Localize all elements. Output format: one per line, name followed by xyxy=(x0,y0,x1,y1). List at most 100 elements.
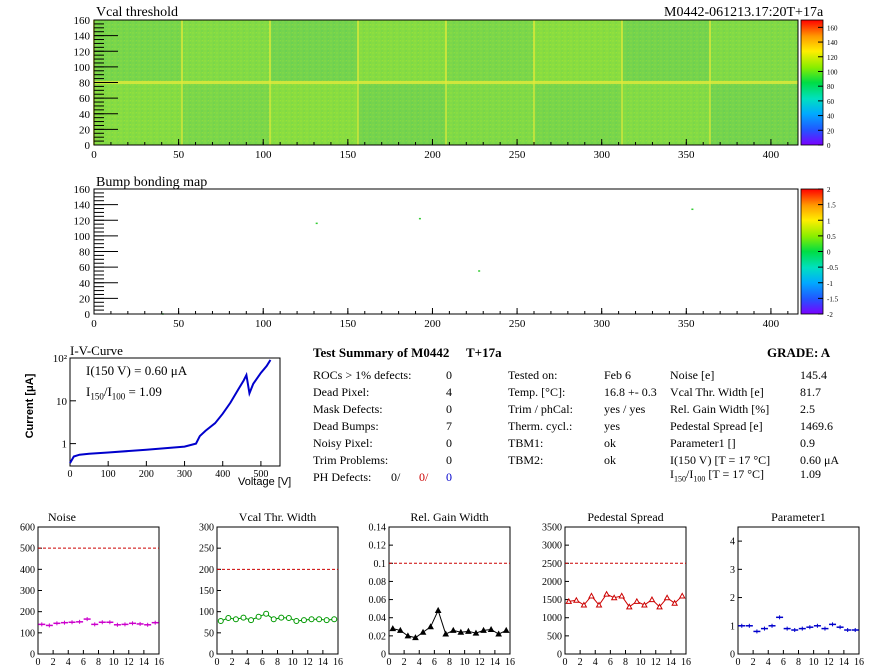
data-point xyxy=(255,613,262,620)
x-tick-label: 6 xyxy=(781,657,786,668)
chart-title: Pedestal Spread xyxy=(587,510,663,524)
y-tick-label: 0.02 xyxy=(369,631,387,642)
palette-tick-label: 0 xyxy=(827,142,831,150)
summary-right-label: Rel. Gain Width [%] xyxy=(670,402,770,416)
x-tick-label: 2 xyxy=(51,657,56,668)
x-tick-label: 6 xyxy=(81,657,86,668)
chart-frame xyxy=(564,526,687,655)
iv-svg: 0 100 200 300 400 500 1 10 10² xyxy=(53,353,281,480)
roc-cell xyxy=(534,20,622,83)
summary-left-label: Dead Bumps: xyxy=(313,419,379,433)
summary-left-value: 0 xyxy=(446,436,452,450)
iv-xlabel: Voltage [V] xyxy=(238,476,292,488)
data-point xyxy=(412,634,419,641)
summary-right-label: Parameter1 [] xyxy=(670,436,736,450)
data-point xyxy=(487,625,495,633)
y-tick-label: 150 xyxy=(199,586,214,597)
roc-cell xyxy=(358,82,446,145)
summary-mid-value: yes xyxy=(604,419,620,433)
summary-left-value: 0 xyxy=(446,402,452,416)
chart-frame xyxy=(737,526,860,655)
y-tick-label: 0 xyxy=(557,650,562,661)
y-tick-label: 0.1 xyxy=(374,559,387,570)
x-tick-label: 14 xyxy=(666,657,676,668)
y-tick-label: 40 xyxy=(79,278,91,290)
x-tick-label: 8 xyxy=(447,657,452,668)
x-tick-label: 300 xyxy=(593,149,610,161)
x-tick-label: 0 xyxy=(91,318,97,330)
y-tick-label: 0 xyxy=(30,650,35,661)
y-tick-label: 2000 xyxy=(542,577,562,588)
y-tick-label: 60 xyxy=(79,262,91,274)
y-tick-label: 600 xyxy=(20,523,35,534)
data-point xyxy=(240,614,247,621)
roc-cell xyxy=(446,82,534,145)
y-tick-label: 140 xyxy=(74,200,91,212)
palette-tick-label: 100 xyxy=(827,68,838,76)
y-tick-label: 0 xyxy=(209,650,214,661)
y-tick-label: 200 xyxy=(20,607,35,618)
x-tick-label: 12 xyxy=(651,657,661,668)
x-tick-label: 0 xyxy=(563,657,568,668)
roc-cell xyxy=(710,82,798,145)
chart-title: Vcal Thr. Width xyxy=(239,510,316,524)
summary-right-value: 1469.6 xyxy=(800,419,833,433)
x-tick-label: 12 xyxy=(475,657,485,668)
iv-annot-2-mid: /I xyxy=(103,384,112,399)
iv-annot-2: I150/I100 = 1.09 xyxy=(86,384,162,402)
data-point xyxy=(389,625,397,632)
palette-tick-label: 20 xyxy=(827,127,835,135)
x-tick-label: 14 xyxy=(490,657,500,668)
summary-mid-value: Feb 6 xyxy=(604,368,631,382)
data-point xyxy=(495,630,503,637)
data-point xyxy=(442,630,450,637)
data-point xyxy=(610,594,618,601)
y-tick-label: 50 xyxy=(204,628,214,639)
y-tick-label: 0 xyxy=(381,650,386,661)
summary-left-value: 4 xyxy=(446,385,452,399)
vcal-palette: 0 20 40 60 80 100 120 140 160 xyxy=(800,19,838,150)
summary-right-label: Pedestal Spread [e] xyxy=(670,419,763,433)
y-tick-label: 80 xyxy=(79,247,91,259)
data-point xyxy=(472,629,480,636)
data-point xyxy=(263,610,270,617)
x-tick-label: 16 xyxy=(505,657,515,668)
y-tick-label: 20 xyxy=(79,124,91,136)
x-tick-label: 14 xyxy=(318,657,328,668)
x-tick-label: 50 xyxy=(173,149,185,161)
roc-cell xyxy=(270,20,358,83)
x-tick-label: 0 xyxy=(387,657,392,668)
y-tick-label: 1000 xyxy=(542,613,562,624)
summary-left-label: ROCs > 1% defects: xyxy=(313,368,412,382)
summary-mid-label: Therm. cycl.: xyxy=(508,419,573,433)
ph-defects-label: PH Defects: xyxy=(313,470,372,484)
summary-title: Test Summary of M0442 xyxy=(313,345,450,360)
x-tick-label: 4 xyxy=(66,657,71,668)
iv-annot-2-sub1: 150 xyxy=(90,391,104,402)
data-point xyxy=(641,601,648,608)
x-tick-label: 50 xyxy=(173,318,185,330)
palette-tick-label: 40 xyxy=(827,113,835,121)
x-tick-label: 10 xyxy=(288,657,298,668)
palette-tick-label: 120 xyxy=(827,54,838,62)
heatmap-frame xyxy=(93,188,799,315)
palette-bar xyxy=(800,19,824,146)
y-tick-label: 0.04 xyxy=(369,613,387,624)
roc-cell xyxy=(182,20,270,83)
chart-title: Parameter1 xyxy=(771,510,826,524)
x-tick-label: 12 xyxy=(303,657,313,668)
x-tick-label: 0 xyxy=(36,657,41,668)
y-tick-label: 100 xyxy=(20,628,35,639)
summary-right-label: Vcal Thr. Width [e] xyxy=(670,385,764,399)
y-tick-label: 0.12 xyxy=(369,541,387,552)
summary-right-label: Noise [e] xyxy=(670,368,715,382)
data-point xyxy=(588,592,595,599)
x-tick-label: 100 xyxy=(255,149,272,161)
x-tick-label: 10 xyxy=(809,657,819,668)
y-tick-label: 160 xyxy=(74,184,91,196)
x-tick-label: 200 xyxy=(424,149,441,161)
palette-tick-label: 160 xyxy=(827,24,838,32)
x-tick-label: 4 xyxy=(417,657,422,668)
